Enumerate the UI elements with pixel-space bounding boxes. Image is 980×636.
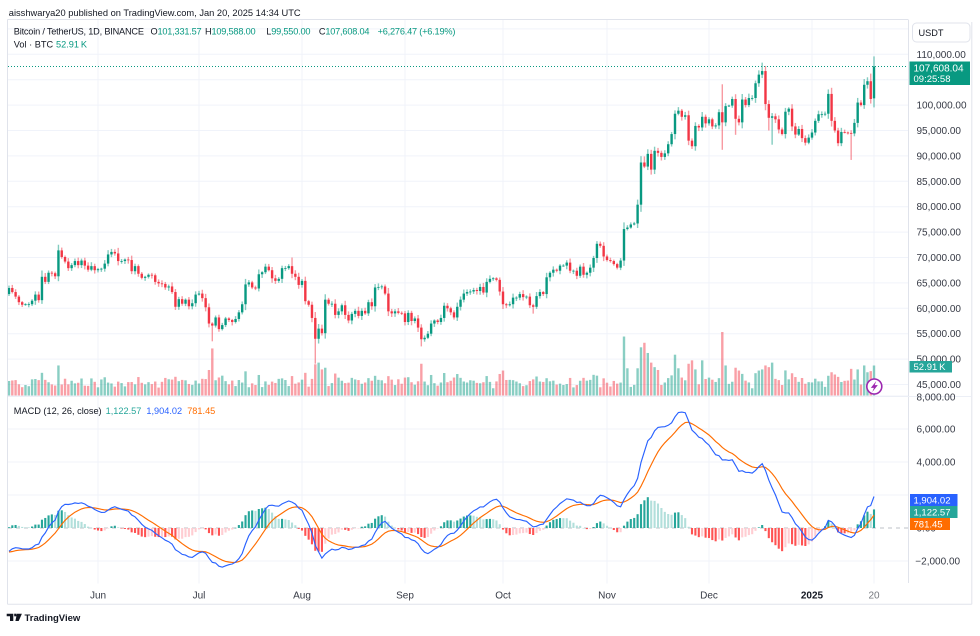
svg-text:MACD (12, 26, close): MACD (12, 26, close): [14, 406, 102, 416]
svg-text:95,000.00: 95,000.00: [917, 126, 962, 137]
svg-text:52.91 K: 52.91 K: [914, 362, 947, 373]
svg-text:+6,276.47 (+6.19%): +6,276.47 (+6.19%): [378, 27, 456, 37]
svg-text:aisshwarya20 published on Trad: aisshwarya20 published on TradingView.co…: [9, 8, 301, 18]
svg-text:Aug: Aug: [293, 591, 311, 602]
svg-text:80,000.00: 80,000.00: [917, 202, 962, 213]
svg-text:Sep: Sep: [396, 591, 414, 602]
svg-text:TradingView: TradingView: [25, 613, 81, 624]
svg-text:52.91 K: 52.91 K: [56, 40, 88, 50]
svg-text:107,608.04: 107,608.04: [914, 64, 964, 75]
svg-text:2025: 2025: [801, 591, 824, 602]
svg-text:1,904.02: 1,904.02: [146, 406, 182, 416]
svg-text:1,122.57: 1,122.57: [106, 406, 142, 416]
svg-text:C107,608.04: C107,608.04: [319, 27, 370, 37]
svg-text:1,904.02: 1,904.02: [914, 495, 951, 506]
svg-text:Jul: Jul: [193, 591, 206, 602]
svg-text:70,000.00: 70,000.00: [917, 253, 962, 264]
svg-text:Vol · BTC: Vol · BTC: [14, 40, 54, 50]
svg-text:1,122.57: 1,122.57: [914, 507, 951, 518]
svg-text:L99,550.00: L99,550.00: [266, 27, 310, 37]
svg-text:75,000.00: 75,000.00: [917, 228, 962, 239]
svg-text:−2,000.00: −2,000.00: [915, 557, 960, 568]
svg-text:Bitcoin / TetherUS, 1D, BINANC: Bitcoin / TetherUS, 1D, BINANCE: [14, 27, 144, 37]
svg-text:55,000.00: 55,000.00: [917, 329, 962, 340]
svg-text:100,000.00: 100,000.00: [917, 101, 967, 112]
svg-text:Oct: Oct: [495, 591, 511, 602]
svg-text:H109,588.00: H109,588.00: [205, 27, 256, 37]
svg-text:O101,331.57: O101,331.57: [151, 27, 202, 37]
svg-text:4,000.00: 4,000.00: [917, 458, 956, 469]
svg-text:6,000.00: 6,000.00: [917, 425, 956, 436]
svg-text:20: 20: [868, 591, 880, 602]
svg-text:60,000.00: 60,000.00: [917, 304, 962, 315]
svg-text:USDT: USDT: [919, 28, 944, 38]
svg-text:65,000.00: 65,000.00: [917, 278, 962, 289]
svg-text:50,000.00: 50,000.00: [917, 355, 962, 366]
svg-text:110,000.00: 110,000.00: [917, 50, 967, 61]
svg-text:Nov: Nov: [598, 591, 616, 602]
svg-text:45,000.00: 45,000.00: [917, 380, 962, 391]
svg-text:Jun: Jun: [90, 591, 106, 602]
svg-text:781.45: 781.45: [914, 519, 943, 530]
svg-text:781.45: 781.45: [187, 406, 215, 416]
svg-text:09:25:58: 09:25:58: [914, 74, 951, 85]
svg-text:85,000.00: 85,000.00: [917, 177, 962, 188]
svg-text:90,000.00: 90,000.00: [917, 151, 962, 162]
svg-text:Dec: Dec: [700, 591, 718, 602]
svg-text:8,000.00: 8,000.00: [917, 393, 956, 404]
